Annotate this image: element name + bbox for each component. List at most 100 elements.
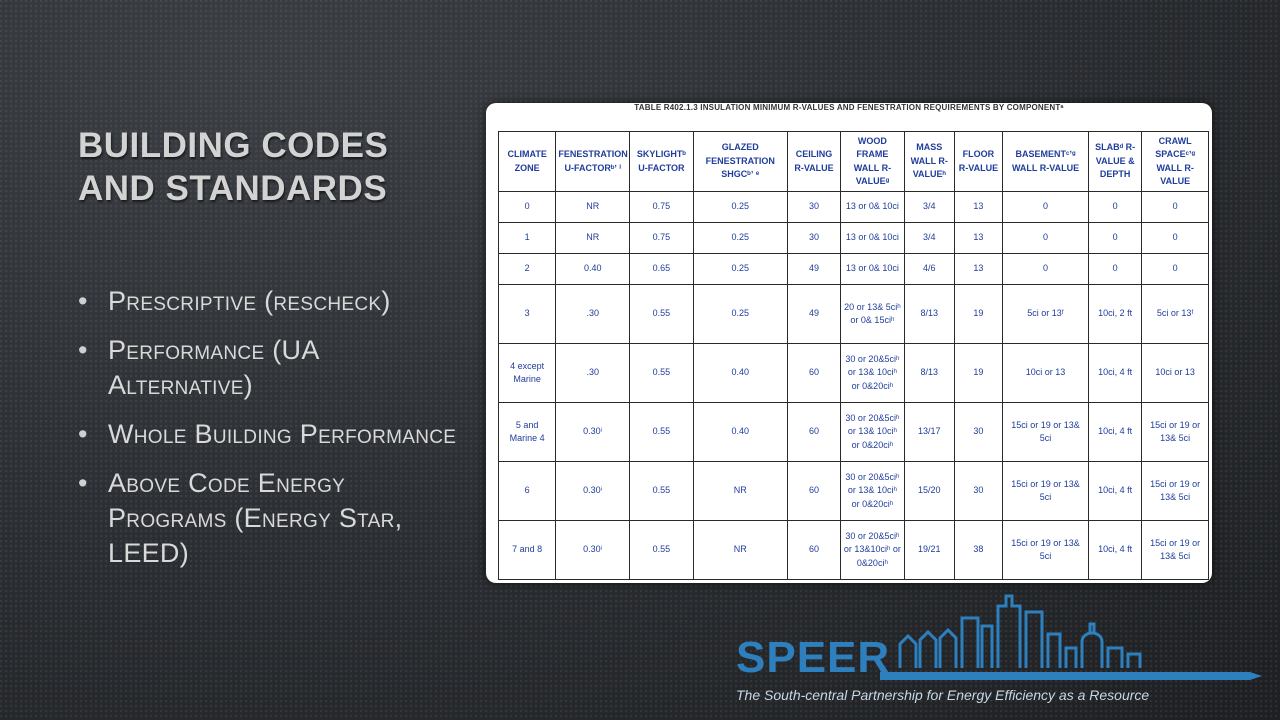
table-cell: 13 or 0& 10ci	[840, 222, 905, 254]
table-row: 5 and Marine 4 0.30ⁱ 0.55 0.40 60 30 or 20&5c…	[497, 402, 1209, 462]
table-cell: 0.25	[692, 284, 788, 344]
table-cell: 0.40	[555, 253, 631, 285]
table-cell: 0	[1088, 191, 1143, 223]
table-cell: 0.65	[629, 253, 694, 285]
header-cell: MASS WALL R-VALUEʰ	[903, 131, 955, 192]
table-cell: 5 and Marine 4	[497, 402, 557, 462]
table-cell: 0	[1088, 222, 1143, 254]
table-cell: 3/4	[903, 191, 955, 223]
header-cell: CEILING R-VALUE	[786, 131, 842, 192]
bullet-dot-icon: •	[78, 468, 88, 498]
table-cell: 0.40	[692, 402, 788, 462]
table-cell: 60	[786, 520, 842, 580]
table-cell: 0.25	[692, 253, 788, 285]
bullet-item: • Prescriptive (rescheck)	[78, 284, 458, 319]
table-cell: 15ci or 19 or 13& 5ci	[1141, 461, 1209, 521]
bullet-dot-icon: •	[78, 335, 88, 365]
table-cell: 15/20	[903, 461, 955, 521]
table-cell: 3/4	[903, 222, 955, 254]
table-cell: 60	[786, 343, 842, 403]
header-cell: FENESTRATION U-FACTORᵇʼ ⁱ	[555, 131, 631, 192]
table-cell: 0.55	[629, 520, 694, 580]
table-cell: 15ci or 19 or 13& 5ci	[1141, 402, 1209, 462]
table-cell: 0	[1001, 222, 1090, 254]
slide-title: Building Codes and Standards	[78, 126, 389, 208]
header-cell: CLIMATE ZONE	[497, 131, 557, 192]
table-cell: 0	[1001, 191, 1090, 223]
speer-tagline: The South-central Partnership for Energy…	[736, 687, 1150, 703]
bullet-item: • Above Code Energy Programs (Energy Star…	[78, 466, 458, 571]
table-cell: .30	[555, 343, 631, 403]
table-cell: 15ci or 19 or 13& 5ci	[1001, 402, 1090, 462]
table-cell: 13	[953, 253, 1004, 285]
insulation-requirements-table: CLIMATE ZONE FENESTRATION U-FACTORᵇʼ ⁱ S…	[497, 131, 1209, 580]
bullet-dot-icon: •	[78, 419, 88, 449]
table-cell: 30 or 20&5ciʰ or 13& 10ciʰ or 0&20ciʰ	[840, 461, 905, 521]
table-cell: 15ci or 19 or 13& 5ci	[1001, 520, 1090, 580]
table-cell: 10ci, 4 ft	[1088, 343, 1143, 403]
bullet-list: • Prescriptive (rescheck) • Performance (U…	[78, 284, 458, 585]
table-cell: 10ci or 13	[1001, 343, 1090, 403]
table-cell: 7 and 8	[497, 520, 557, 580]
table-body: 0 NR 0.75 0.25 30 13 or 0& 10ci 3/4 13 0 0 0 1 NR 0.7…	[497, 191, 1209, 580]
table-cell: 0.55	[629, 343, 694, 403]
table-cell: 10ci, 2 ft	[1088, 284, 1143, 344]
table-cell: 10ci or 13	[1141, 343, 1209, 403]
bullet-text: Performance (UA Alternative)	[108, 335, 319, 400]
table-cell: NR	[692, 461, 788, 521]
table-cell: 5ci or 13ᶠ	[1141, 284, 1209, 344]
table-cell: 8/13	[903, 343, 955, 403]
table-cell: 38	[953, 520, 1004, 580]
bullet-text: Above Code Energy Programs (Energy Star,…	[108, 468, 403, 568]
table-cell: 13	[953, 191, 1004, 223]
speer-logo-text: SPEER	[736, 633, 891, 682]
table-cell: 0.25	[692, 222, 788, 254]
header-cell: WOOD FRAME WALL R-VALUEᵍ	[840, 131, 905, 192]
table-cell: 10ci, 4 ft	[1088, 520, 1143, 580]
table-cell: 0.40	[692, 343, 788, 403]
table-cell: 0.55	[629, 461, 694, 521]
table-cell: 10ci, 4 ft	[1088, 402, 1143, 462]
table-cell: 19	[953, 343, 1004, 403]
table-cell: 6	[497, 461, 557, 521]
table-cell: 13 or 0& 10ci	[840, 191, 905, 223]
table-cell: 10ci, 4 ft	[1088, 461, 1143, 521]
table-cell: 0.55	[629, 402, 694, 462]
table-cell: 0	[1141, 191, 1209, 223]
table-row: 1 NR 0.75 0.25 30 13 or 0& 10ci 3/4 13 0 0 0	[497, 222, 1209, 254]
table-cell: 60	[786, 402, 842, 462]
header-cell: BASEMENTᶜʼᵍ WALL R-VALUE	[1001, 131, 1090, 192]
table-cell: 20 or 13& 5ciʰ or 0& 15ciʰ	[840, 284, 905, 344]
table-cell: 30	[786, 222, 842, 254]
table-header-row: CLIMATE ZONE FENESTRATION U-FACTORᵇʼ ⁱ S…	[497, 131, 1209, 192]
table-cell: 0.55	[629, 284, 694, 344]
table-cell: .30	[555, 284, 631, 344]
table-cell: 30 or 20&5ciʰ or 13& 10ciʰ or 0&20ciʰ	[840, 343, 905, 403]
table-cell: 8/13	[903, 284, 955, 344]
table-cell: 13	[953, 222, 1004, 254]
header-cell: FLOOR R-VALUE	[953, 131, 1004, 192]
table-row: 4 except Marine .30 0.55 0.40 60 30 or 20&5ci…	[497, 343, 1209, 403]
table-cell: 30 or 20&5ciʰ or 13& 10ciʰ or 0&20ciʰ	[840, 402, 905, 462]
table-cell: 4/6	[903, 253, 955, 285]
table-cell: 49	[786, 284, 842, 344]
table-cell: 19	[953, 284, 1004, 344]
code-table-image: TABLE R402.1.3 INSULATION MINIMUM R-VALU…	[486, 103, 1212, 583]
table-cell: 15ci or 19 or 13& 5ci	[1141, 520, 1209, 580]
table-cell: 0.75	[629, 222, 694, 254]
bullet-dot-icon: •	[78, 286, 88, 316]
header-cell: CRAWL SPACEᶜʼᵍ WALL R-VALUE	[1141, 131, 1209, 192]
table-row: 0 NR 0.75 0.25 30 13 or 0& 10ci 3/4 13 0 0 0	[497, 191, 1209, 223]
bullet-text: Prescriptive (rescheck)	[108, 286, 391, 316]
table-cell: 5ci or 13ᶠ	[1001, 284, 1090, 344]
table-cell: 19/21	[903, 520, 955, 580]
table-cell: 0	[1141, 253, 1209, 285]
table-cell: 15ci or 19 or 13& 5ci	[1001, 461, 1090, 521]
speer-skyline-logo	[880, 594, 1262, 680]
table-row: 7 and 8 0.30ⁱ 0.55 NR 60 30 or 20&5ciʰ or 13&…	[497, 520, 1209, 580]
table-cell: 30	[953, 402, 1004, 462]
table-cell: 0.30ⁱ	[555, 402, 631, 462]
table-caption: TABLE R402.1.3 INSULATION MINIMUM R-VALU…	[634, 103, 1064, 112]
table-cell: 13 or 0& 10ci	[840, 253, 905, 285]
table-cell: 30	[953, 461, 1004, 521]
